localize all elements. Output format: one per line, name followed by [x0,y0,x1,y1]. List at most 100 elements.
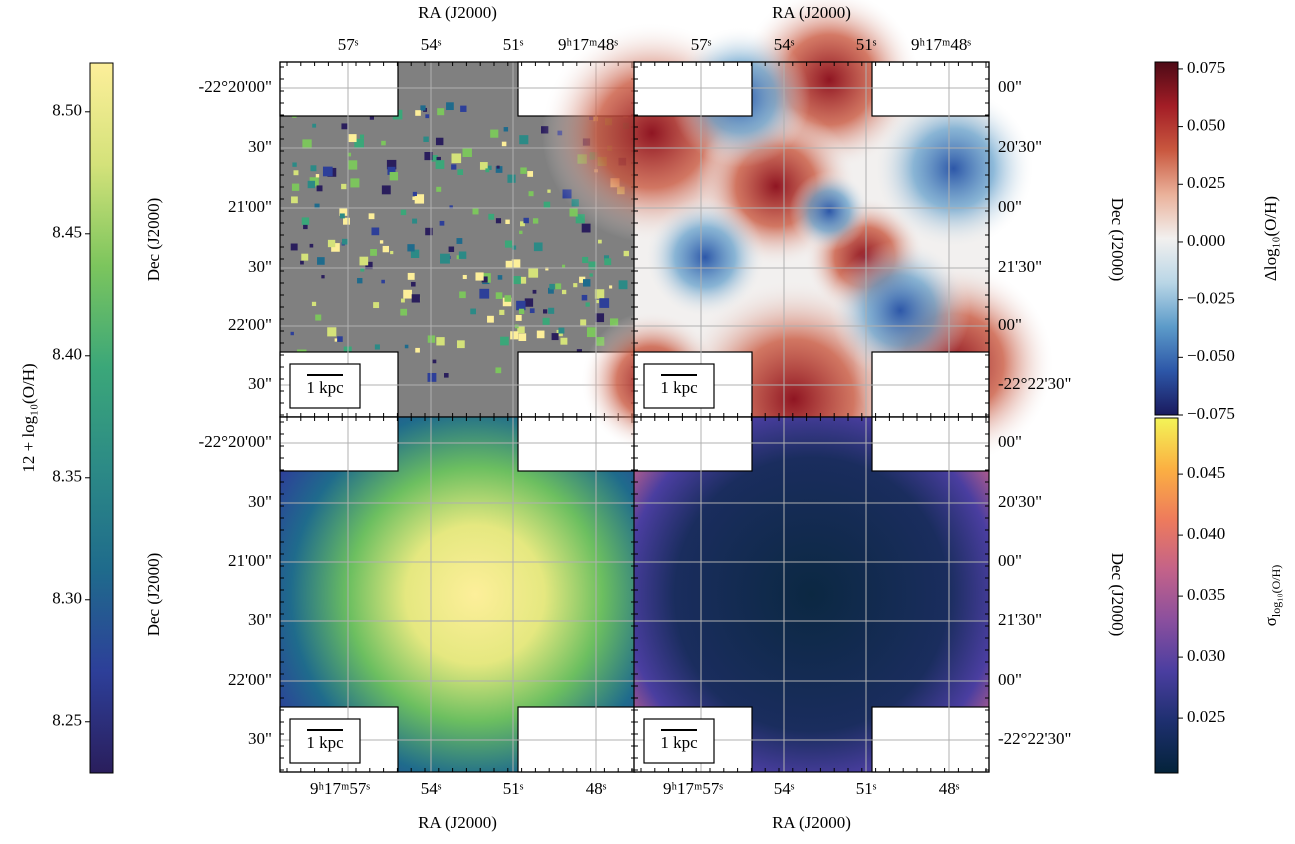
ra-tick-label: 54ˢ [421,35,442,54]
map-pixel [517,325,525,334]
map-pixel [415,347,420,353]
colorbar-label-subscript: log₁₀(O/H) [1269,565,1283,617]
colorbar-tick-label: −0.050 [1187,346,1235,365]
map-pixel [609,285,613,289]
map-pixel [520,221,525,227]
map-pixel [420,105,426,111]
map-pixel [495,292,503,299]
map-pixel [586,327,597,338]
map-pixel [479,288,490,299]
map-pixel [547,189,551,193]
colorbar-tick-label: 8.25 [52,711,82,730]
map-pixel [290,331,294,336]
mask-corner [279,61,399,117]
map-pixel [598,239,602,244]
dec-axis-label: Dec (J2000) [144,198,163,282]
dec-tick-label: 21'00" [228,197,272,216]
map-pixel [437,108,445,116]
map-pixel [427,372,437,382]
map-pixel [499,309,505,315]
map-pixel [585,302,590,307]
map-panel: 1 kpc [541,0,1054,520]
map-pixel [360,267,365,272]
map-pixel [543,201,551,209]
colorbar-tick-label: 0.040 [1187,524,1225,543]
map-pixel [497,275,503,280]
map-pixel [573,283,578,288]
map-pixel [374,344,380,350]
map-pixel [481,276,488,283]
map-pixel [400,308,408,316]
colorbar-tick-label: 8.35 [52,467,82,486]
ra-axis-label: RA (J2000) [418,3,497,22]
map-pixel [435,160,445,169]
colorbar [1154,417,1179,774]
colorbar [89,62,114,774]
dec-tick-label: 30" [248,729,272,748]
map-pixel [436,156,441,162]
map-pixel [337,336,343,342]
dec-tick-label: 22'00" [228,670,272,689]
panels: 1 kpc 1 kpc 1 kpc 1 kpc [279,0,1054,773]
map-pixel [470,308,477,315]
map-pixel [505,219,510,225]
map-pixel [436,337,445,346]
colorbar-tick-label: 8.45 [52,223,82,242]
map-pixel [404,344,409,349]
map-pixel [411,294,420,303]
map-pixel [292,162,297,167]
map-pixel [495,367,502,374]
ra-tick-label: 57ˢ [691,35,712,54]
colorbar-tick-label: −0.025 [1187,289,1235,308]
map-pixel [425,227,433,236]
map-pixel [594,289,605,299]
colorbar-label: Δlog₁₀(O/H) [1261,196,1280,281]
map-pixel [604,258,612,266]
map-pixel [581,294,588,301]
scale-bar-label: 1 kpc [660,378,698,397]
ra-tick-label: 9ʰ17ᵐ48ˢ [911,35,971,54]
map-pixel [451,153,462,164]
map-pixel [495,166,503,173]
map-pixel [407,272,415,280]
dec-tick-label: 21'30" [998,257,1042,276]
map-pixel [400,298,405,303]
map-pixel [425,114,430,119]
map-pixel [410,249,420,258]
map-pixel [549,283,555,290]
map-pixel [502,297,512,307]
map-pixel [444,373,449,378]
map-pixel [542,317,550,325]
map-pixel [301,217,310,225]
map-pixel [516,300,526,311]
map-pixel [457,169,464,175]
map-pixel [485,168,490,173]
map-panel: 1 kpc [633,416,990,773]
map-pixel [359,256,369,266]
map-blob [830,240,971,381]
map-pixel [558,327,565,334]
map-panel: 1 kpc [279,416,636,773]
map-pixel [527,171,534,177]
map-pixel [487,165,492,170]
map-pixel [515,314,522,321]
map-pixel [581,223,591,233]
map-pixel [411,281,416,287]
mask-corner [633,61,753,117]
ra-tick-label: 48ˢ [586,779,607,798]
colorbar-tick-label: 0.050 [1187,116,1225,135]
colorbar-tick-label: 0.035 [1187,585,1225,604]
panel-frame [633,416,990,773]
map-pixel [512,276,521,285]
map-pixel [290,243,298,251]
dec-tick-label: 30" [248,137,272,156]
map-pixel [575,214,585,224]
ra-tick-label: 51ˢ [503,779,524,798]
map-pixel [460,105,467,112]
map-pixel [357,277,363,284]
ra-tick-label: 9ʰ17ᵐ57ˢ [663,779,723,798]
map-pixel [412,191,417,197]
map-pixel [310,165,317,172]
dec-tick-label: -22°20'00" [199,77,272,96]
